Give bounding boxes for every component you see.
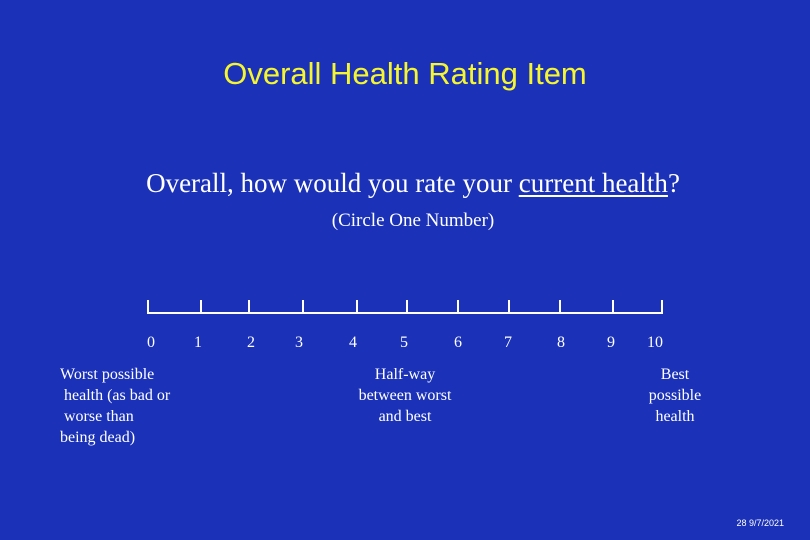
scale-tick	[356, 300, 358, 314]
scale-number-9[interactable]: 9	[607, 334, 615, 351]
scale-number-2[interactable]: 2	[247, 334, 255, 351]
scale-tick	[406, 300, 408, 314]
slide-footer: 28 9/7/2021	[736, 518, 784, 528]
slide-title: Overall Health Rating Item	[223, 56, 587, 91]
scale-tick	[661, 300, 663, 314]
scale-number-3[interactable]: 3	[295, 334, 303, 351]
scale-number-4[interactable]: 4	[349, 334, 357, 351]
scale-number-6[interactable]: 6	[454, 334, 462, 351]
scale-number-8[interactable]: 8	[557, 334, 565, 351]
scale-number-1[interactable]: 1	[194, 334, 202, 351]
scale-tick	[508, 300, 510, 314]
scale-tick	[248, 300, 250, 314]
scale-tick	[612, 300, 614, 314]
scale-tick	[147, 300, 149, 314]
question-emphasis: current health	[518, 168, 668, 198]
scale-tick	[559, 300, 561, 314]
anchor-best-label: Best possible health	[648, 366, 702, 425]
anchor-middle-label: Half-way between worst and best	[358, 366, 452, 425]
scale-number-10[interactable]: 10	[647, 334, 663, 351]
question-text: Overall, how would you rate your current…	[0, 168, 810, 199]
question-after: ?	[667, 168, 680, 198]
scale-number-0[interactable]: 0	[147, 334, 155, 351]
scale-tick	[200, 300, 202, 314]
rating-scale-line	[147, 312, 663, 314]
scale-number-7[interactable]: 7	[504, 334, 512, 351]
scale-number-5[interactable]: 5	[400, 334, 408, 351]
scale-tick	[457, 300, 459, 314]
instruction-text: (Circle One Number)	[331, 210, 495, 231]
scale-tick	[302, 300, 304, 314]
question-before: Overall, how would you rate your	[146, 168, 519, 198]
anchor-worst-label: Worst possible health (as bad or worse t…	[60, 366, 171, 446]
